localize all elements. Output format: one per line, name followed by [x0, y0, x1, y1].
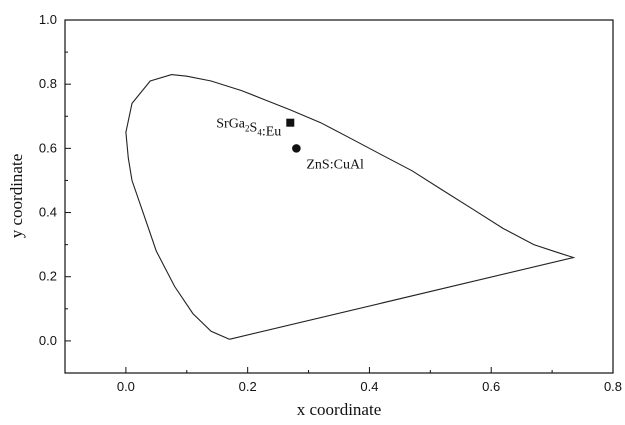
y-tick-label: 0.8	[39, 76, 57, 91]
chromaticity-boundary-line	[125, 74, 576, 340]
y-tick-label: 1.0	[39, 12, 57, 27]
y-axis-title: y coordinate	[7, 154, 26, 239]
point-zns-cual	[292, 144, 301, 153]
plot-frame	[64, 19, 614, 374]
y-axis-ticks: 0.0 0.2 0.4 0.6 0.8 1.0	[39, 12, 71, 374]
x-axis-title: x coordinate	[297, 400, 382, 419]
label-srga2s4-eu: SrGa2S4:Eu	[216, 117, 281, 140]
y-tick-label: 0.6	[39, 140, 57, 155]
point-srga2s4-eu	[286, 118, 295, 127]
y-tick-label: 0.4	[39, 205, 57, 220]
y-tick-label: 0.2	[39, 269, 57, 284]
x-tick-label: 0.4	[360, 379, 378, 394]
x-tick-label: 0.2	[239, 379, 257, 394]
x-tick-label: 0.8	[604, 379, 622, 394]
label-zns-cual: ZnS:CuAl	[306, 157, 364, 172]
x-axis-ticks: 0.0 0.2 0.4 0.6 0.8	[64, 367, 622, 394]
y-tick-label: 0.0	[39, 333, 57, 348]
x-tick-label: 0.6	[482, 379, 500, 394]
x-tick-label: 0.0	[117, 379, 135, 394]
data-points: SrGa2S4:Eu ZnS:CuAl	[216, 117, 364, 173]
